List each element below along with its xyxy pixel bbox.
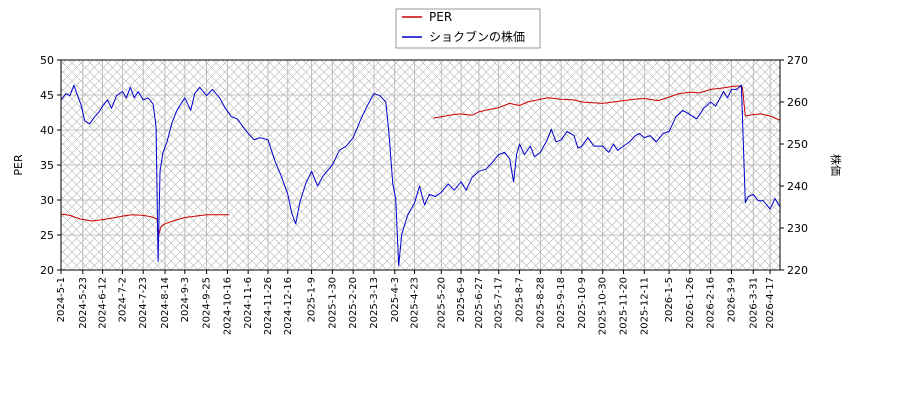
- legend-box: [395, 8, 541, 49]
- x-tick-label: 2024-8-14: [160, 277, 171, 329]
- x-tick-label: 2024-12-16: [283, 277, 294, 335]
- x-tick-label: 2025-12-11: [639, 277, 650, 335]
- x-tick-label: 2026-2-16: [706, 277, 717, 329]
- x-tick-label: 2025-9-18: [556, 277, 567, 329]
- y-axis-right-label: 株価: [829, 154, 843, 176]
- x-tick-label: 2024-11-26: [263, 277, 274, 335]
- y-axis-left-label: PER: [12, 154, 25, 176]
- y-left-tick-label: 35: [40, 159, 54, 172]
- y-left-tick-label: 25: [40, 229, 54, 242]
- x-tick-label: 2024-6-12: [98, 277, 109, 329]
- x-tick-label: 2024-5-1: [56, 277, 67, 322]
- y-left-tick-label: 40: [40, 124, 54, 137]
- x-tick-label: 2025-6-27: [474, 277, 485, 329]
- x-tick-label: 2025-8-7: [515, 277, 526, 322]
- y-left-tick-label: 50: [40, 54, 54, 67]
- x-tick-label: 2025-2-20: [348, 277, 359, 329]
- x-tick-label: 2025-3-13: [369, 277, 380, 329]
- x-tick-label: 2024-7-2: [117, 277, 128, 322]
- grid: [60, 59, 780, 271]
- y-right-tick-label: 230: [787, 222, 808, 235]
- legend-label-stock-price: ショクブンの株価: [429, 29, 525, 44]
- x-tick-label: 2025-10-30: [598, 277, 609, 335]
- x-tick-label: 2024-9-25: [202, 277, 213, 329]
- x-tick-label: 2025-4-23: [410, 277, 421, 329]
- y-left-tick-label: 20: [40, 264, 54, 277]
- stock-price-line: [60, 84, 781, 267]
- x-tick-label: 2026-3-31: [748, 277, 759, 329]
- y-axis-right: 220 230 240 250 260 270: [780, 54, 808, 277]
- series-lines: [60, 84, 781, 267]
- x-tick-label: 2026-3-9: [726, 277, 737, 322]
- x-tick-label: 2026-1-26: [685, 277, 696, 329]
- x-tick-label: 2025-6-9: [456, 277, 467, 322]
- legend-label-per: PER: [429, 10, 452, 24]
- x-tick-label: 2026-4-17: [765, 277, 776, 329]
- x-tick-label: 2025-11-20: [619, 277, 630, 335]
- x-axis: 2024-5-1 2024-5-23 2024-6-12 2024-7-2 2024-7…: [56, 270, 776, 335]
- y-right-tick-label: 240: [787, 180, 808, 193]
- x-tick-label: 2024-10-16: [222, 277, 233, 335]
- x-tick-label: 2024-7-23: [138, 277, 149, 329]
- x-tick-label: 2025-1-9: [307, 277, 318, 322]
- x-tick-label: 2025-7-17: [494, 277, 505, 329]
- x-tick-label: 2025-1-30: [327, 277, 338, 329]
- y-left-tick-label: 30: [40, 194, 54, 207]
- x-tick-label: 2024-5-23: [78, 277, 89, 329]
- x-tick-label: 2025-8-28: [535, 277, 546, 329]
- x-tick-label: 2025-5-20: [436, 277, 447, 329]
- y-left-tick-label: 45: [40, 89, 54, 102]
- x-tick-label: 2025-4-3: [390, 277, 401, 322]
- x-tick-label: 2024-9-3: [180, 277, 191, 322]
- y-right-tick-label: 270: [787, 54, 808, 67]
- x-tick-label: 2024-11-6: [243, 277, 254, 329]
- y-right-tick-label: 220: [787, 264, 808, 277]
- x-tick-label: 2025-10-9: [577, 277, 588, 329]
- y-axis-left: 20 25 30 35 40 45 50: [40, 54, 61, 277]
- y-right-tick-label: 250: [787, 138, 808, 151]
- per-line: [433, 85, 781, 121]
- y-right-tick-label: 260: [787, 96, 808, 109]
- legend: PER ショクブンの株価: [395, 8, 541, 49]
- x-tick-label: 2026-1-5: [664, 277, 675, 322]
